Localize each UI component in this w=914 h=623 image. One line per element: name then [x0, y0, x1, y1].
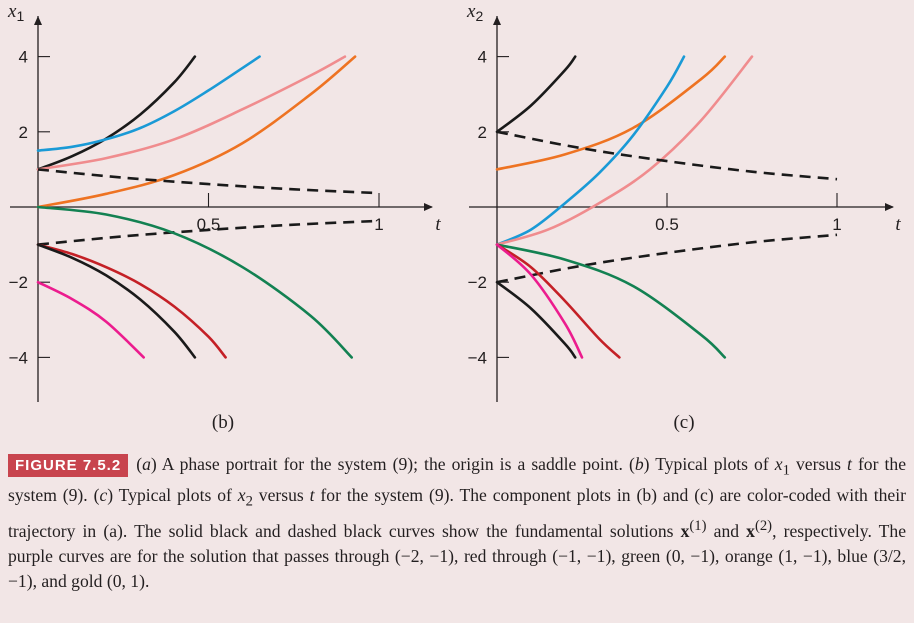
y-axis-arrow — [493, 16, 501, 25]
y-tick-label: −2 — [468, 273, 487, 292]
series-line-1 — [36, 55, 197, 171]
x-tick-label: 1 — [374, 215, 383, 234]
series-line-3 — [36, 55, 347, 171]
series-line-4 — [495, 55, 754, 246]
y-axis-arrow — [34, 16, 42, 25]
panel-c: 4 2 −2 −4 0.5 1 t x2 (c) — [466, 1, 901, 433]
y-tick-label: 4 — [478, 48, 487, 67]
series-line-10 — [495, 280, 577, 359]
series-line-1 — [495, 55, 577, 134]
y-tick-label: 2 — [478, 123, 487, 142]
series-line-9 — [36, 243, 197, 359]
panel-b: 42−2−40.5 1 tx1(b) — [7, 1, 441, 433]
x-tick-label: 0.5 — [655, 215, 679, 234]
series-line-4 — [36, 55, 357, 209]
panel-label: (c) — [673, 412, 694, 433]
panel-label: (b) — [212, 412, 234, 433]
series-line-9 — [495, 243, 584, 359]
y-tick-label: −4 — [9, 348, 28, 367]
series-line-6 — [496, 233, 838, 284]
series-line-2 — [36, 55, 261, 152]
series-line-6 — [37, 219, 380, 246]
series-line-3 — [495, 55, 686, 246]
y-axis-label-subscript: 2 — [475, 8, 483, 24]
x-axis-arrow — [885, 203, 894, 211]
figure-caption: FIGURE 7.5.2 (a) A phase portrait for the… — [8, 452, 906, 594]
y-tick-label: −4 — [468, 348, 487, 367]
y-tick-label: −2 — [9, 273, 28, 292]
x-axis-label: t — [895, 214, 901, 235]
series-line-2 — [495, 55, 727, 171]
series-line-5 — [37, 168, 380, 195]
series-line-8 — [36, 243, 227, 359]
series-line-8 — [495, 243, 621, 359]
y-axis-label: x2 — [466, 1, 483, 24]
series-line-5 — [496, 130, 838, 181]
series-line-7 — [36, 205, 353, 359]
series-line-10 — [36, 280, 145, 359]
x-axis-label: t — [435, 214, 441, 235]
x-axis-arrow — [424, 203, 433, 211]
figure-plots: 4 2 −2 −4 0.5 1 t x1 (b) 4 2 −2 −4 0.5 1 t x2 (c) — [7, 1, 901, 433]
figure-label-badge: FIGURE 7.5.2 — [8, 454, 129, 477]
caption-text: (a) A phase portrait for the system (9);… — [8, 454, 911, 592]
y-axis-label: x1 — [7, 1, 24, 24]
series-line-7 — [495, 243, 727, 359]
y-axis-label-subscript: 1 — [16, 8, 24, 24]
y-tick-label: 2 — [19, 123, 28, 142]
y-tick-label: 4 — [19, 48, 28, 67]
x-tick-label: 1 — [832, 215, 841, 234]
